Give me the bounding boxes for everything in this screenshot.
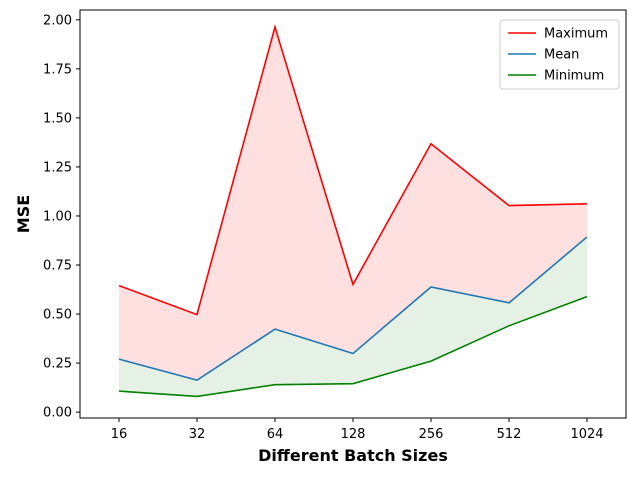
fill-areas xyxy=(119,27,587,397)
y-tick-label: 1.75 xyxy=(43,62,72,77)
x-tick-label: 512 xyxy=(497,427,522,442)
x-tick-label: 64 xyxy=(267,427,284,442)
x-tick-label: 256 xyxy=(419,427,444,442)
legend: Maximum Mean Minimum xyxy=(499,19,620,90)
x-axis: 16 32 64 128 256 512 1024 xyxy=(111,418,604,442)
fill-maximum-mean xyxy=(119,27,587,381)
x-tick-label: 128 xyxy=(341,427,366,442)
y-tick-label: 1.00 xyxy=(43,209,72,224)
y-tick-label: 0.00 xyxy=(43,406,72,421)
legend-label-maximum: Maximum xyxy=(544,27,608,42)
x-tick-label: 1024 xyxy=(570,427,603,442)
y-tick-label: 2.00 xyxy=(43,13,72,28)
y-tick-label: 0.50 xyxy=(43,308,72,323)
y-tick-label: 1.50 xyxy=(43,111,72,126)
y-tick-label: 1.25 xyxy=(43,160,72,175)
y-tick-label: 0.25 xyxy=(43,357,72,372)
legend-label-minimum: Minimum xyxy=(544,69,604,84)
y-tick-label: 0.75 xyxy=(43,259,72,274)
x-axis-title: Different Batch Sizes xyxy=(258,446,448,465)
series-line-maximum xyxy=(118,24,588,316)
fill-mean-minimum xyxy=(119,236,587,397)
y-axis-title: MSE xyxy=(14,195,33,233)
series-line-mean xyxy=(118,236,588,382)
series-lines xyxy=(118,24,588,398)
series-line-minimum xyxy=(118,295,588,398)
legend-label-mean: Mean xyxy=(544,48,579,63)
x-tick-label: 32 xyxy=(189,427,206,442)
x-tick-label: 16 xyxy=(111,427,128,442)
legend-box xyxy=(499,19,620,90)
y-axis: 0.00 0.25 0.50 0.75 1.00 1.25 1.50 1.75 2.00 xyxy=(43,13,80,421)
